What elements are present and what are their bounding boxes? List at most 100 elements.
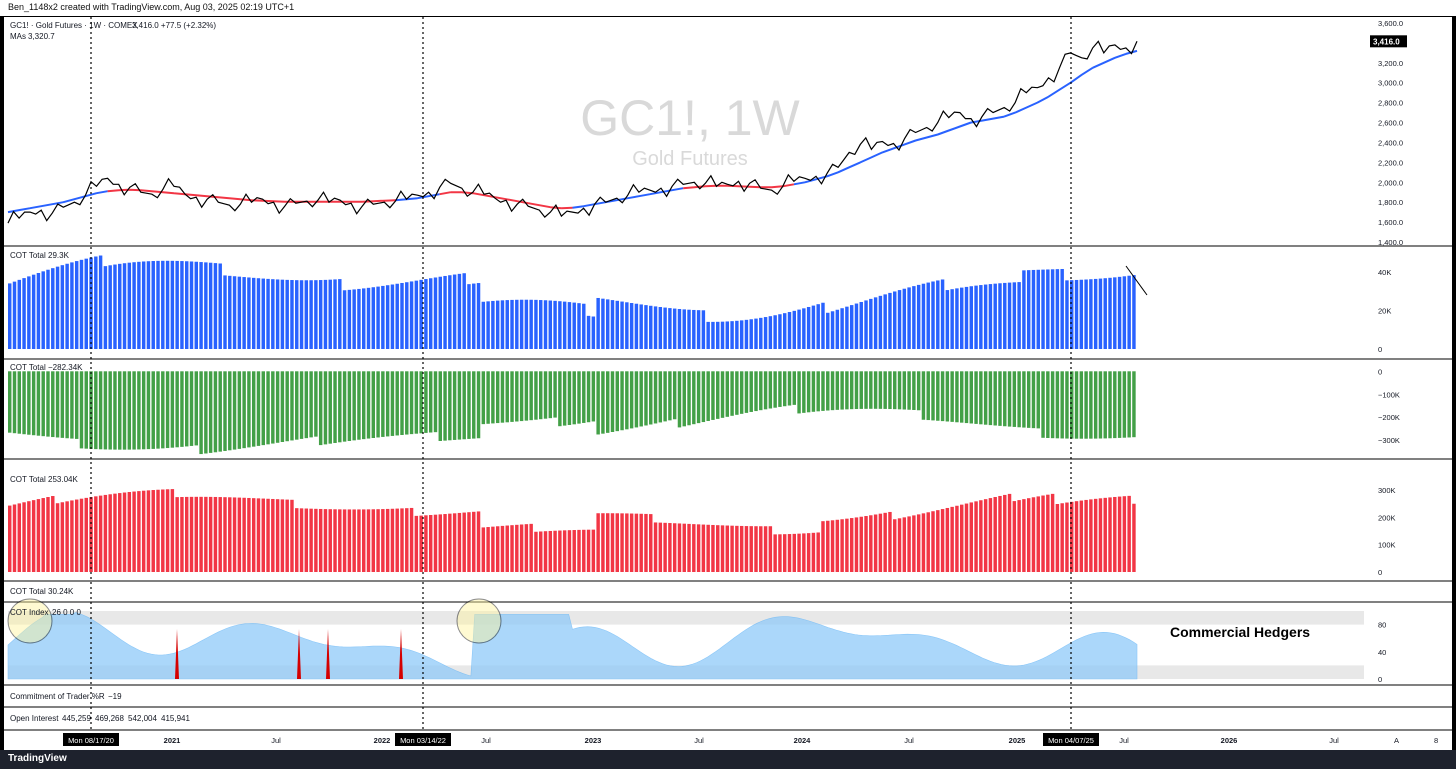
cot1-bar xyxy=(873,297,878,349)
cot2-bar xyxy=(65,371,69,439)
watermark-name: Gold Futures xyxy=(632,148,748,170)
time-axis-label-2: Jul xyxy=(271,736,281,745)
cot3-bar xyxy=(36,499,41,572)
cot3-bar xyxy=(17,503,22,572)
cot3-bar xyxy=(151,490,155,572)
cot3-bar xyxy=(960,504,964,572)
cot3-bar xyxy=(974,501,978,572)
cot2-bar xyxy=(137,371,141,450)
cot1-bar xyxy=(443,275,447,349)
cot3-bar xyxy=(577,529,581,572)
cot2-bar xyxy=(1055,371,1060,439)
time-axis-highlight-11 xyxy=(1043,733,1099,746)
cot3-bar xyxy=(998,495,1002,572)
cot1-bar xyxy=(290,280,294,349)
cot2-bar xyxy=(979,371,983,425)
cot1-bar xyxy=(840,308,844,349)
tradingview-logo[interactable]: TradingView xyxy=(8,753,67,764)
cot3-bar xyxy=(409,507,414,572)
cot3-bar xyxy=(342,509,347,572)
cot2-bar xyxy=(41,371,45,437)
index-axis-tick: 0 xyxy=(1378,675,1382,684)
cot3-bar xyxy=(725,525,730,572)
cot2-bar xyxy=(338,371,342,443)
cot3-bar xyxy=(1026,498,1031,572)
cot2-bar xyxy=(816,371,820,412)
cot3-bar xyxy=(400,508,404,572)
cot1-bar xyxy=(845,306,849,349)
cot2-bar xyxy=(146,371,151,450)
cot1-bar xyxy=(472,283,476,349)
cot3-bar xyxy=(562,530,567,572)
cot2-bar xyxy=(371,371,376,438)
cot3-bar xyxy=(1074,501,1079,572)
cot2-bar xyxy=(55,371,60,438)
cot2-bar xyxy=(1026,371,1031,428)
cot2-bar xyxy=(873,371,878,409)
cot1-bar xyxy=(859,301,863,349)
cot3-bar xyxy=(969,502,973,572)
cot3-bar xyxy=(251,498,256,572)
cot3-bar xyxy=(1103,497,1107,572)
cot3-bar xyxy=(428,515,433,572)
cot2-bar xyxy=(869,371,873,409)
cot3-bar xyxy=(878,513,883,572)
cot3-bar xyxy=(720,525,725,572)
cot2-bar xyxy=(577,371,581,424)
cot1-bar xyxy=(515,299,519,349)
cot2-bar xyxy=(940,371,945,422)
cot2-bar xyxy=(634,371,639,428)
cot1-bar xyxy=(1070,280,1074,349)
cot1-bar xyxy=(1017,282,1021,349)
cot2-bar xyxy=(806,371,811,413)
cot1-bar xyxy=(395,283,399,349)
cot1-bar xyxy=(1031,269,1036,349)
cot1-bar xyxy=(495,300,500,349)
cot2-bar xyxy=(907,371,911,410)
cot3-bar xyxy=(199,496,203,572)
cot2-bar xyxy=(1060,371,1064,439)
cot1-bar xyxy=(132,262,136,349)
cot1-bar xyxy=(419,279,423,349)
cot2-bar xyxy=(830,371,835,411)
cot2-bar xyxy=(1098,371,1103,439)
cot2-bar xyxy=(701,371,706,423)
cot3-bar xyxy=(869,515,873,572)
cot2-bar xyxy=(778,371,782,407)
legend-ma-label: MAs xyxy=(10,32,26,41)
cot2-bar xyxy=(524,371,529,421)
cot1-bar xyxy=(376,286,380,349)
last-price-badge xyxy=(1370,35,1407,48)
cot2-bar xyxy=(797,371,801,414)
cot3-bar xyxy=(983,499,988,572)
cot2-bar xyxy=(864,371,868,409)
cot3-bar xyxy=(79,498,84,572)
cot3-bar xyxy=(759,526,763,572)
cot2-bar xyxy=(620,371,624,431)
cot1-axis-tick: 40K xyxy=(1378,268,1391,277)
cot2-bar xyxy=(859,371,863,409)
cot2-bar xyxy=(1108,371,1112,439)
price-axis-tick: 3,600.0 xyxy=(1378,19,1403,28)
cot1-bar xyxy=(979,285,983,349)
cot3-bar xyxy=(1127,495,1131,572)
footer-bar: TradingView xyxy=(0,750,1456,769)
cot3-bar xyxy=(323,509,328,572)
cot1-bar xyxy=(156,260,160,349)
cot3-bar xyxy=(419,515,423,572)
cot1-bar xyxy=(749,319,753,349)
cot3-bar xyxy=(539,531,543,572)
cot2-bar xyxy=(108,371,112,450)
cot2-bar xyxy=(519,371,524,422)
cot2-bar xyxy=(424,371,428,433)
cot3-bar xyxy=(165,489,170,572)
highlight-circle-1 xyxy=(7,598,53,644)
cot3-bar xyxy=(1031,497,1036,572)
cot2-bar xyxy=(318,371,323,446)
chart-area[interactable]: GC1!, 1W Gold Futures 1,400.0 1,600.0 1,800.… xyxy=(4,17,1452,750)
cot2-bar xyxy=(988,371,993,426)
cot1-bar xyxy=(701,310,706,349)
cot2-bar xyxy=(625,371,629,430)
cot1-bar xyxy=(467,284,471,349)
